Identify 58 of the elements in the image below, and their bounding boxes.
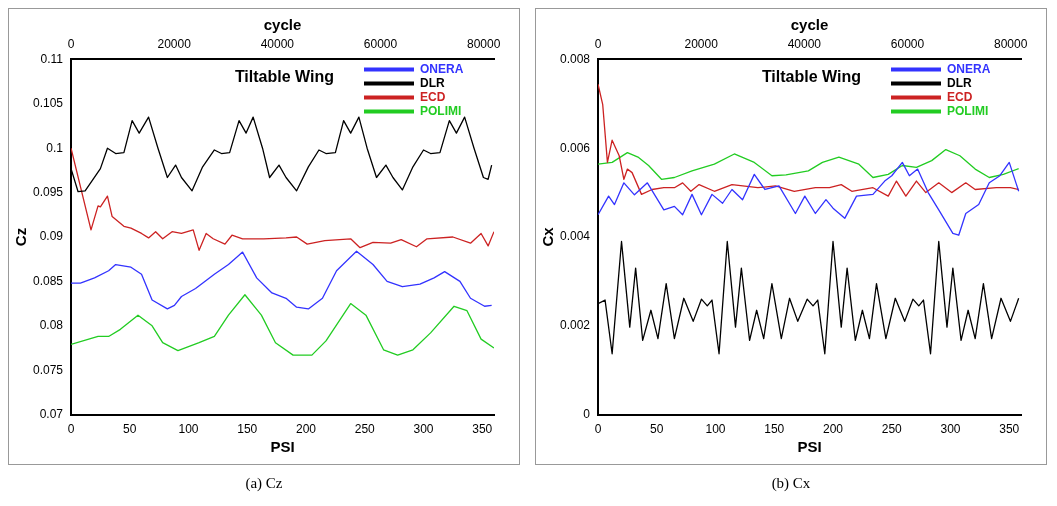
x-axis-title: PSI: [797, 438, 822, 456]
y-tick-label: 0.095: [33, 184, 64, 199]
y-tick-label: 0.006: [560, 140, 591, 155]
y-tick-label: 0.11: [40, 51, 64, 66]
x-tick-label: 100: [705, 422, 726, 437]
y-tick-label: 0.105: [33, 96, 64, 111]
x2-tick-label: 20000: [157, 36, 192, 51]
y-tick-label: 0.09: [39, 229, 64, 244]
x-tick-label: 50: [650, 422, 664, 437]
y-tick-label: 0: [583, 406, 591, 421]
x2-tick-label: 80000: [467, 36, 501, 51]
y-tick-label: 0.07: [39, 406, 64, 421]
y-tick-label: 0.075: [33, 362, 64, 377]
x-tick-label: 150: [764, 422, 785, 437]
x2-tick-label: 40000: [787, 36, 822, 51]
x-tick-label: 250: [354, 422, 376, 437]
y-axis-title: Cx: [539, 226, 557, 247]
x-tick-label: 300: [940, 422, 961, 437]
x2-tick-label: 0: [594, 36, 602, 51]
y-tick-label: 0.1: [46, 140, 64, 155]
x-axis-title: PSI: [270, 438, 295, 456]
x2-tick-label: 60000: [890, 36, 925, 51]
x-tick-label: 50: [123, 422, 137, 437]
x-tick-label: 0: [67, 422, 75, 437]
legend-label: POLIMI: [947, 103, 989, 118]
x2-tick-label: 60000: [363, 36, 398, 51]
x-tick-label: 0: [594, 422, 602, 437]
x-tick-label: 350: [999, 422, 1020, 437]
x-tick-label: 150: [237, 422, 258, 437]
x-tick-label: 200: [296, 422, 317, 437]
x-tick-label: 250: [881, 422, 903, 437]
y-tick-label: 0.002: [560, 318, 591, 333]
legend-label: ONERA: [947, 61, 991, 76]
legend-label: ONERA: [420, 61, 464, 76]
legend-label: ECD: [947, 89, 973, 104]
legend-label: POLIMI: [420, 103, 462, 118]
x-tick-label: 100: [178, 422, 199, 437]
y-axis-title: Cz: [12, 227, 30, 247]
legend-label: DLR: [947, 75, 972, 90]
text: Tiltable Wing: [234, 67, 334, 85]
y-tick-label: 0.008: [560, 51, 591, 66]
text: (a) Cz: [244, 475, 284, 492]
x2-axis-title: cycle: [790, 16, 829, 34]
y-tick-label: 0.085: [33, 273, 64, 288]
x-tick-label: 200: [823, 422, 844, 437]
x2-tick-label: 0: [67, 36, 75, 51]
legend-label: ECD: [420, 89, 446, 104]
legend-label: DLR: [420, 75, 445, 90]
x2-axis-title: cycle: [263, 16, 302, 34]
y-tick-label: 0.004: [560, 229, 591, 244]
x2-tick-label: 40000: [260, 36, 295, 51]
y-tick-label: 0.08: [39, 318, 64, 333]
text: (b) Cx: [770, 475, 812, 492]
x-tick-label: 300: [413, 422, 434, 437]
text: Tiltable Wing: [761, 67, 861, 85]
x2-tick-label: 20000: [684, 36, 719, 51]
x-tick-label: 350: [472, 422, 493, 437]
x2-tick-label: 80000: [994, 36, 1028, 51]
